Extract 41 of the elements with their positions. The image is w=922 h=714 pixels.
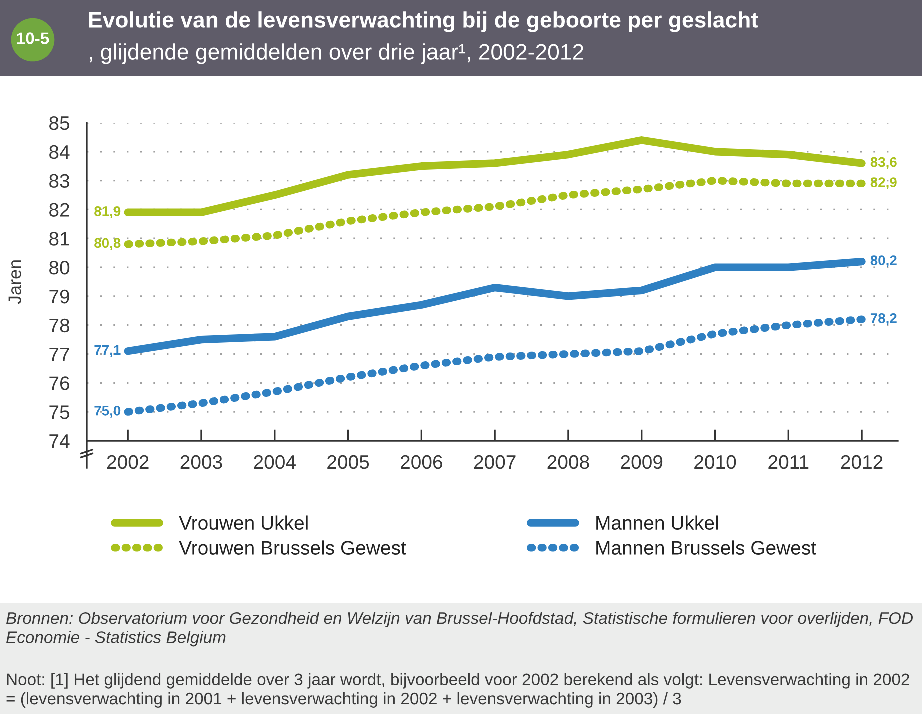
y-tick-label: 77	[50, 348, 70, 362]
x-tick-label: 2003	[180, 455, 222, 470]
y-tick-label: 81	[50, 232, 70, 246]
text: Bronnen: Observatorium voor Gezondheid en Welzijn van Brussel-Hoofdstad, Statistische formulieren voor overlijden, FOD Economie - Statistics Belgium	[6, 612, 913, 647]
x-tick-label: 2002	[107, 455, 149, 470]
text: 10-5	[17, 32, 50, 44]
y-tick-label: 83	[50, 174, 70, 188]
data-label: 75,0	[94, 406, 121, 418]
x-tick-label: 2004	[254, 455, 296, 470]
chart-title: Evolutie van de levensverwachting bij de geboorte per geslacht	[89, 12, 758, 32]
x-tick-label: 2012	[841, 455, 883, 470]
y-tick-label: 84	[50, 145, 70, 160]
legend-label: Mannen Ukkel	[596, 516, 718, 530]
x-tick-label: 2009	[621, 455, 663, 470]
legend-label: Vrouwen Brussels Gewest	[179, 540, 406, 555]
y-axis-title: Jaren	[8, 260, 22, 304]
data-label: 80,8	[94, 238, 121, 250]
x-tick-label: 2006	[401, 455, 442, 470]
data-label: 81,9	[94, 206, 121, 218]
x-tick-label: 2007	[474, 455, 516, 470]
x-tick-label: 2005	[328, 455, 370, 470]
y-tick-label: 74	[50, 434, 70, 448]
legend-label: Mannen Brussels Gewest	[596, 540, 816, 555]
y-tick-label: 75	[50, 406, 70, 420]
y-tick-label: 80	[50, 261, 70, 275]
y-tick-label: 79	[50, 290, 70, 304]
text: Noot: [1] Het glijdend gemiddelde over 3 jaar wordt, bijvoorbeeld voor 2002 berekend als volgt: Levensverwachting in 2002 = (levensverwachting in 2001 + levensverwachting in 2002 + levensverwachting in 2003) / 3	[6, 673, 910, 708]
legend-label: Vrouwen Ukkel	[179, 516, 308, 530]
data-label: 82,9	[870, 178, 897, 190]
chart-subtitle: , glijdende gemiddelden over drie jaar¹, 2002-2012	[90, 44, 584, 64]
data-label: 80,2	[870, 256, 897, 268]
x-tick-label: 2011	[768, 455, 809, 470]
y-tick-label: 82	[50, 203, 70, 217]
data-label: 83,6	[870, 157, 897, 170]
x-tick-label: 2010	[694, 455, 736, 470]
y-tick-label: 85	[50, 116, 70, 130]
y-tick-label: 78	[50, 318, 70, 333]
data-label: 78,2	[870, 313, 897, 326]
y-tick-label: 76	[50, 376, 70, 390]
data-label: 77,1	[94, 345, 121, 358]
x-tick-label: 2008	[548, 455, 590, 470]
